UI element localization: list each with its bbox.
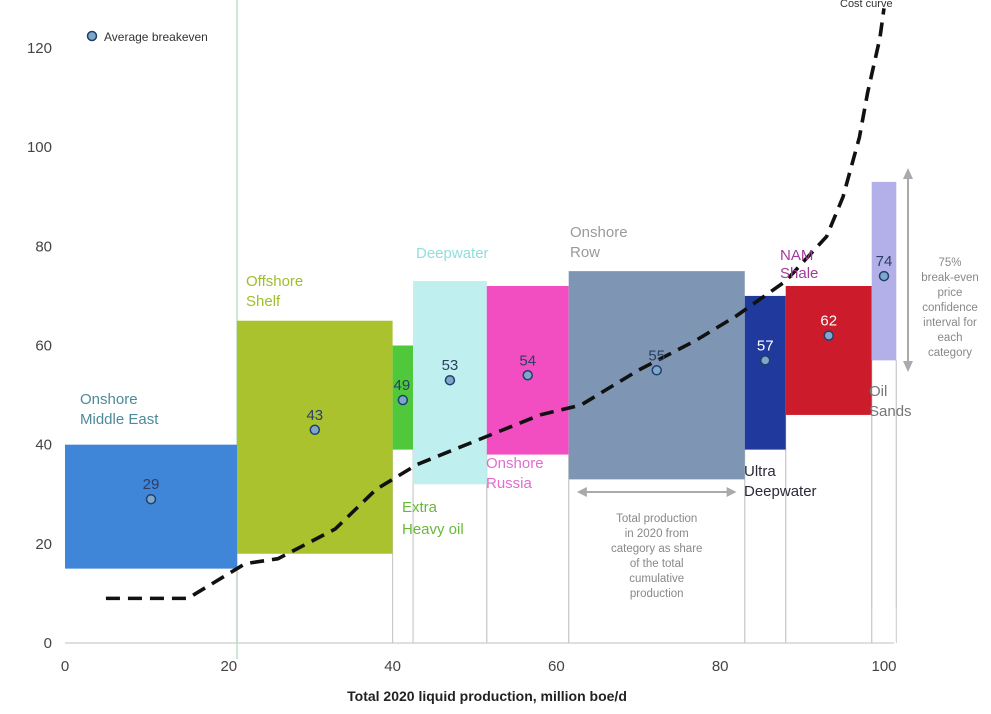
category-box	[785, 286, 872, 415]
y-tick-label: 0	[44, 635, 52, 652]
x-tick-label: 80	[712, 658, 729, 675]
category-labels: Onshore Middle East Offshore Shelf Extra Heav…	[80, 224, 912, 538]
average-value-label: 54	[519, 352, 536, 369]
y-tick-label: 20	[35, 536, 52, 553]
category-label: Oil Sands	[869, 383, 912, 420]
average-marker	[759, 355, 771, 366]
cost-curve-label: Cost curve	[840, 0, 893, 10]
y-tick-label: 60	[35, 338, 52, 355]
average-marker	[878, 270, 890, 282]
share-note: Total production in 2020 from category as …	[611, 513, 702, 600]
category-label: Onshore Row	[570, 224, 628, 261]
interval-note: 75% break-even price confidence interval for…	[921, 257, 979, 359]
y-tick-label: 100	[27, 139, 52, 156]
y-tick-labels: 0 20 40 60 80 100 120	[27, 40, 52, 652]
average-marker	[397, 394, 409, 406]
x-axis-title: Total 2020 liquid production, million bo…	[347, 688, 627, 704]
category-boxes	[65, 181, 897, 569]
average-value-label: 43	[306, 407, 323, 424]
category-label: Deepwater	[416, 245, 489, 262]
y-tick-label: 40	[35, 437, 52, 454]
average-markers: 29 43 49 53 54 55 57 62 74	[143, 253, 893, 505]
cost-curve-line	[105, 8, 886, 601]
category-label: NAM Shale	[780, 247, 818, 282]
average-value-label: 49	[393, 377, 410, 394]
category-label: Extra Heavy oil	[402, 499, 464, 538]
category-box	[236, 320, 393, 554]
average-value-label: 57	[757, 337, 774, 354]
category-box	[65, 444, 237, 569]
legend: Average breakeven	[86, 30, 208, 44]
share-arrow-head	[576, 487, 587, 497]
category-label: Offshore Shelf	[246, 273, 303, 310]
interval-arrow-head	[903, 168, 913, 179]
category-box	[744, 295, 786, 450]
x-tick-label: 20	[220, 658, 237, 675]
y-tick-label: 80	[35, 238, 52, 255]
x-tick-label: 40	[384, 658, 401, 675]
average-marker	[444, 374, 456, 386]
legend-label: Average breakeven	[104, 30, 208, 44]
average-marker	[309, 424, 321, 436]
average-value-label: 74	[876, 253, 893, 270]
category-label: Ultra Deepwater	[744, 463, 817, 500]
average-marker	[522, 370, 533, 381]
cost-curve-layer	[105, 8, 886, 601]
average-marker	[823, 330, 834, 341]
x-tick-labels: 0 20 40 60 80 100	[61, 658, 897, 675]
average-value-label: 62	[820, 313, 837, 330]
y-tick-label: 120	[27, 40, 52, 57]
average-value-label: 53	[442, 357, 459, 374]
average-value-label: 55	[648, 347, 665, 364]
average-marker	[651, 365, 662, 376]
legend-marker	[86, 30, 98, 42]
category-label: Onshore Middle East	[80, 391, 159, 428]
average-marker	[145, 493, 157, 505]
annotation-layer: Total production in 2020 from category as …	[576, 168, 979, 600]
x-tick-label: 100	[871, 658, 896, 675]
x-tick-label: 60	[548, 658, 565, 675]
x-tick-label: 0	[61, 658, 69, 675]
average-value-label: 29	[143, 476, 160, 493]
share-arrow-head	[726, 487, 737, 497]
category-label: Onshore Russia	[486, 455, 544, 492]
interval-arrow-head	[903, 361, 913, 372]
